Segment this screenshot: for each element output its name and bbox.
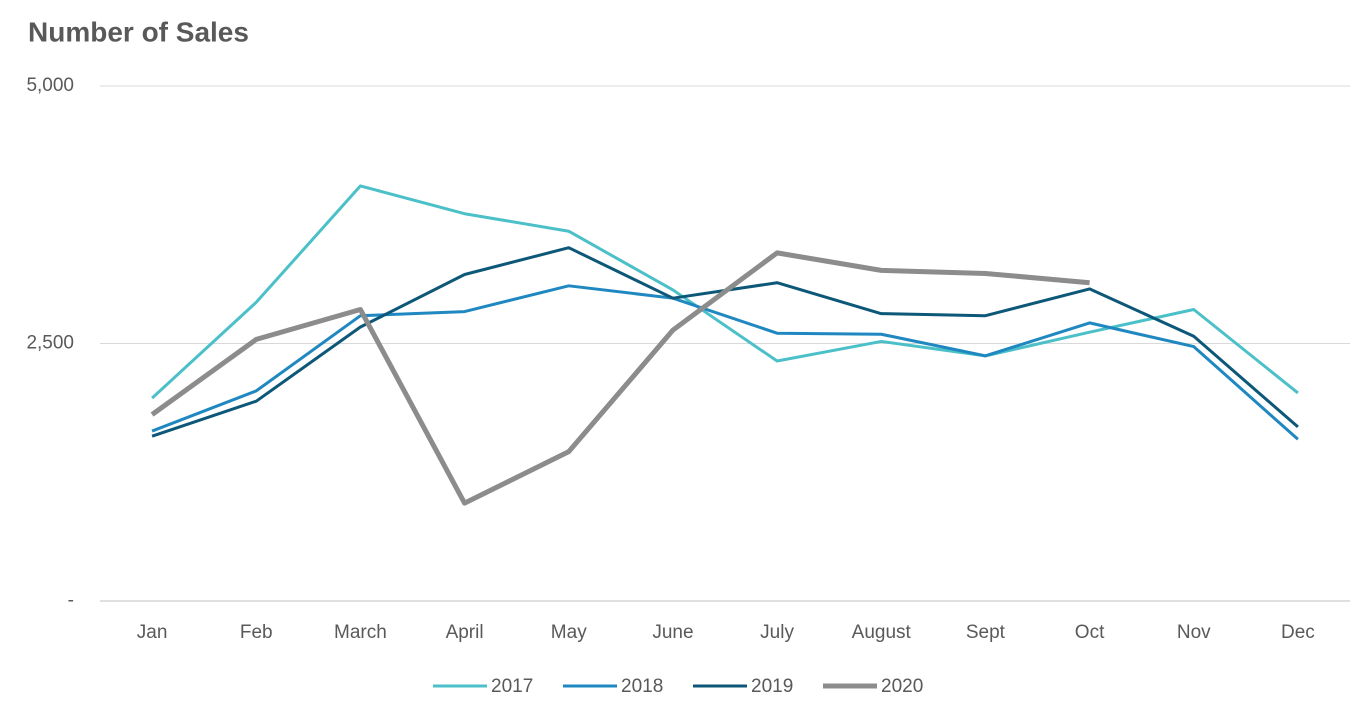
y-tick-label: 5,000	[26, 75, 74, 96]
x-tick-label: Jan	[137, 622, 168, 643]
series-line	[151, 284, 1299, 441]
x-tick-label: August	[852, 622, 912, 643]
x-tick-label: Sept	[966, 622, 1006, 643]
series-line	[150, 250, 1090, 506]
x-tick-label: July	[760, 622, 794, 643]
x-tick-label: Nov	[1177, 622, 1211, 643]
x-tick-label: Dec	[1281, 622, 1315, 643]
x-tick-label: Feb	[240, 622, 273, 643]
chart-title: Number of Sales	[28, 16, 249, 47]
series-line	[151, 184, 1299, 400]
x-tick-label: April	[446, 622, 484, 643]
y-tick-label: 2,500	[26, 333, 74, 354]
legend-label: 2020	[881, 676, 923, 697]
x-tick-label: March	[334, 622, 387, 643]
legend-label: 2018	[621, 676, 663, 697]
x-tick-label: May	[551, 622, 587, 643]
x-tick-label: Oct	[1075, 622, 1105, 643]
legend-label: 2019	[751, 676, 793, 697]
legend-label: 2017	[491, 676, 533, 697]
y-tick-label: -	[68, 590, 74, 611]
x-tick-label: June	[652, 622, 693, 643]
